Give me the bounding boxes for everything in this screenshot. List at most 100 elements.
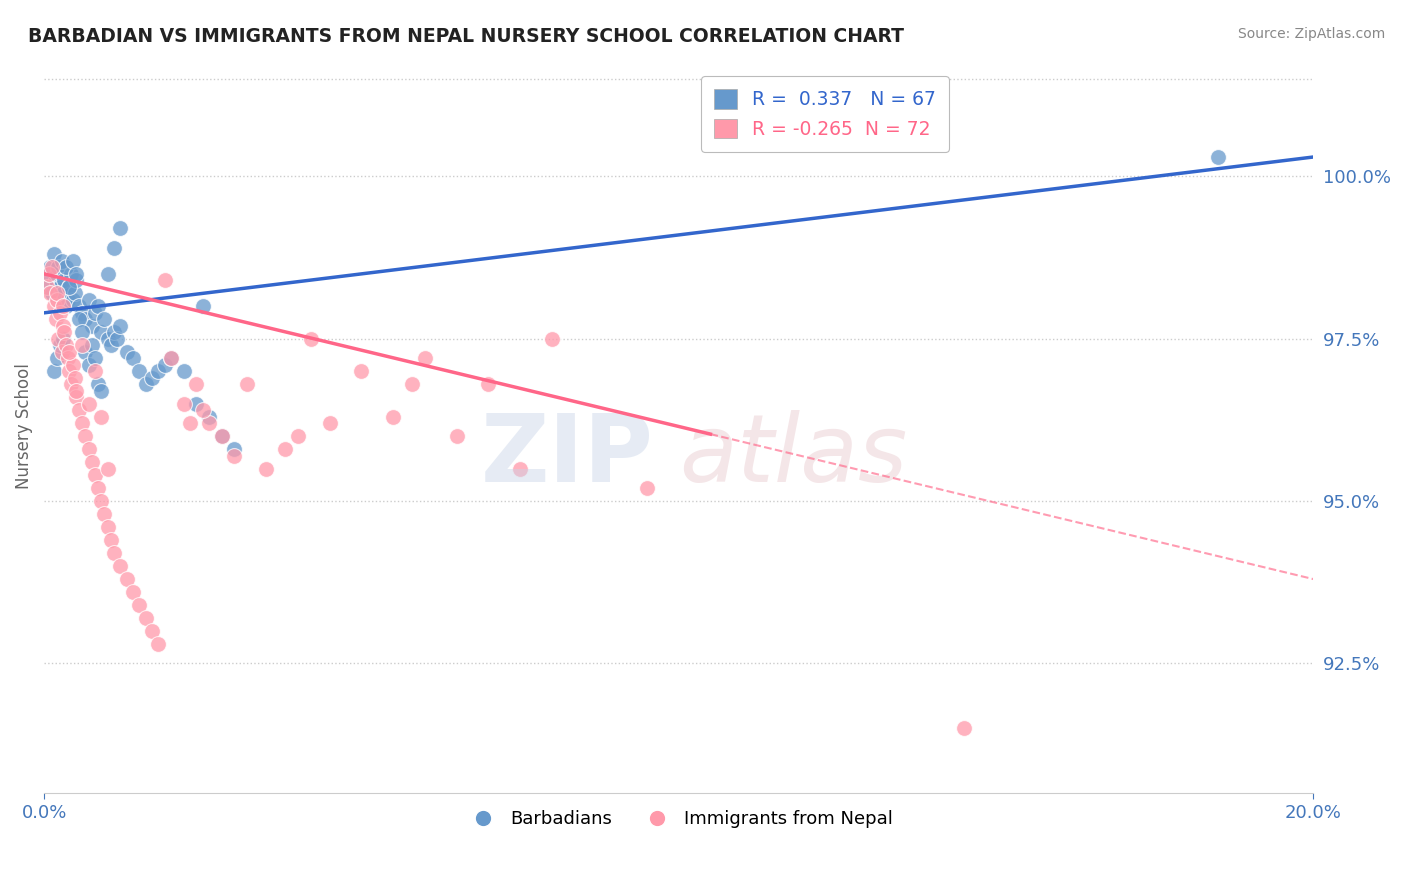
Point xyxy=(148,364,170,378)
Point xyxy=(77,442,100,457)
Point xyxy=(115,344,138,359)
Point xyxy=(38,267,60,281)
Point xyxy=(58,351,80,366)
Point xyxy=(173,364,195,378)
Point xyxy=(173,397,195,411)
Point xyxy=(236,377,259,392)
Point xyxy=(67,299,90,313)
Point xyxy=(51,344,73,359)
Point xyxy=(540,332,562,346)
Point xyxy=(100,533,122,548)
Point xyxy=(90,326,112,340)
Point xyxy=(45,267,67,281)
Text: Source: ZipAtlas.com: Source: ZipAtlas.com xyxy=(1237,27,1385,41)
Point xyxy=(97,267,120,281)
Point xyxy=(75,429,97,443)
Point xyxy=(52,299,75,313)
Point xyxy=(80,455,103,469)
Point xyxy=(53,326,76,340)
Point xyxy=(274,442,297,457)
Point xyxy=(58,364,80,378)
Point xyxy=(80,318,103,333)
Point xyxy=(128,364,150,378)
Point xyxy=(87,481,110,495)
Y-axis label: Nursery School: Nursery School xyxy=(15,364,32,490)
Point xyxy=(70,416,93,430)
Point xyxy=(191,299,214,313)
Point xyxy=(105,332,128,346)
Point xyxy=(135,611,157,625)
Point xyxy=(52,332,75,346)
Point xyxy=(63,286,86,301)
Point xyxy=(401,377,423,392)
Point xyxy=(67,403,90,417)
Point xyxy=(350,364,373,378)
Point xyxy=(287,429,309,443)
Point xyxy=(83,364,105,378)
Point xyxy=(122,585,145,599)
Point xyxy=(52,318,75,333)
Point xyxy=(75,312,97,326)
Point xyxy=(49,338,72,352)
Legend: Barbadians, Immigrants from Nepal: Barbadians, Immigrants from Nepal xyxy=(457,803,900,836)
Point xyxy=(141,371,163,385)
Point xyxy=(55,338,77,352)
Point xyxy=(44,273,66,287)
Point xyxy=(97,461,120,475)
Point xyxy=(90,384,112,398)
Point xyxy=(77,293,100,307)
Point xyxy=(59,267,82,281)
Point xyxy=(115,572,138,586)
Point xyxy=(37,280,59,294)
Point xyxy=(636,481,658,495)
Point xyxy=(41,286,63,301)
Point xyxy=(254,461,277,475)
Text: BARBADIAN VS IMMIGRANTS FROM NEPAL NURSERY SCHOOL CORRELATION CHART: BARBADIAN VS IMMIGRANTS FROM NEPAL NURSE… xyxy=(28,27,904,45)
Point xyxy=(51,253,73,268)
Point xyxy=(62,358,84,372)
Point xyxy=(39,286,62,301)
Point xyxy=(153,273,176,287)
Point xyxy=(75,344,97,359)
Point xyxy=(46,332,69,346)
Point xyxy=(100,338,122,352)
Point xyxy=(110,318,132,333)
Point xyxy=(83,306,105,320)
Point xyxy=(58,293,80,307)
Point xyxy=(58,280,80,294)
Point xyxy=(97,332,120,346)
Point xyxy=(39,260,62,275)
Point xyxy=(77,397,100,411)
Point xyxy=(90,409,112,424)
Point xyxy=(45,286,67,301)
Point xyxy=(97,520,120,534)
Point xyxy=(103,326,125,340)
Point xyxy=(179,416,201,430)
Point xyxy=(211,429,233,443)
Point xyxy=(59,377,82,392)
Point xyxy=(191,403,214,417)
Point xyxy=(38,267,60,281)
Point xyxy=(128,598,150,612)
Point xyxy=(224,449,246,463)
Point xyxy=(1206,150,1229,164)
Point xyxy=(46,260,69,275)
Point xyxy=(198,409,221,424)
Point xyxy=(37,280,59,294)
Point xyxy=(44,312,66,326)
Point xyxy=(509,461,531,475)
Point xyxy=(153,358,176,372)
Point xyxy=(160,351,183,366)
Point xyxy=(55,260,77,275)
Point xyxy=(186,397,208,411)
Point xyxy=(148,637,170,651)
Point xyxy=(122,351,145,366)
Point xyxy=(211,429,233,443)
Point xyxy=(42,299,65,313)
Point xyxy=(299,332,322,346)
Point xyxy=(41,260,63,275)
Point xyxy=(160,351,183,366)
Point xyxy=(953,722,976,736)
Point xyxy=(62,293,84,307)
Point xyxy=(58,344,80,359)
